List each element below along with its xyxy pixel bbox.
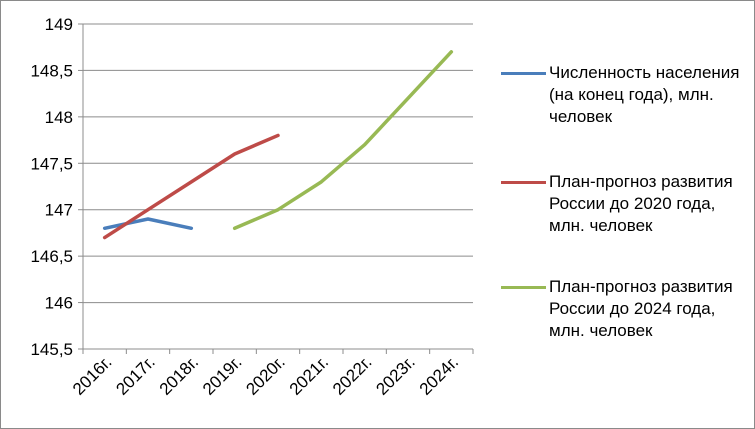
x-tick-label: 2020г. [242,352,288,398]
x-tick-label: 2017г. [112,352,158,398]
x-tick-label: 2021г. [286,352,332,398]
y-tick-label: 145,5 [30,340,73,359]
y-tick-label: 147 [45,201,73,220]
legend-label: План-прогноз развития России до 2020 год… [549,172,733,235]
legend-swatch [501,286,546,289]
legend-label: План-прогноз развития России до 2024 год… [549,277,733,340]
y-tick-label: 148,5 [30,61,73,80]
x-tick-label: 2018г. [156,352,202,398]
legend-label: Численность населения (на конец года), м… [549,63,740,126]
y-tick-label: 149 [45,15,73,34]
y-tick-label: 146 [45,294,73,313]
legend-swatch [501,181,546,184]
y-tick-label: 148 [45,108,73,127]
y-tick-label: 147,5 [30,154,73,173]
x-tick-label: 2022г. [329,352,375,398]
y-tick-label: 146,5 [30,247,73,266]
x-tick-label: 2016г. [69,352,115,398]
x-tick-label: 2023г. [372,352,418,398]
x-tick-label: 2024г. [416,352,462,398]
series-line-2 [232,50,454,231]
legend-swatch [501,72,546,75]
series-line-0 [102,217,194,231]
x-tick-label: 2019г. [199,352,245,398]
